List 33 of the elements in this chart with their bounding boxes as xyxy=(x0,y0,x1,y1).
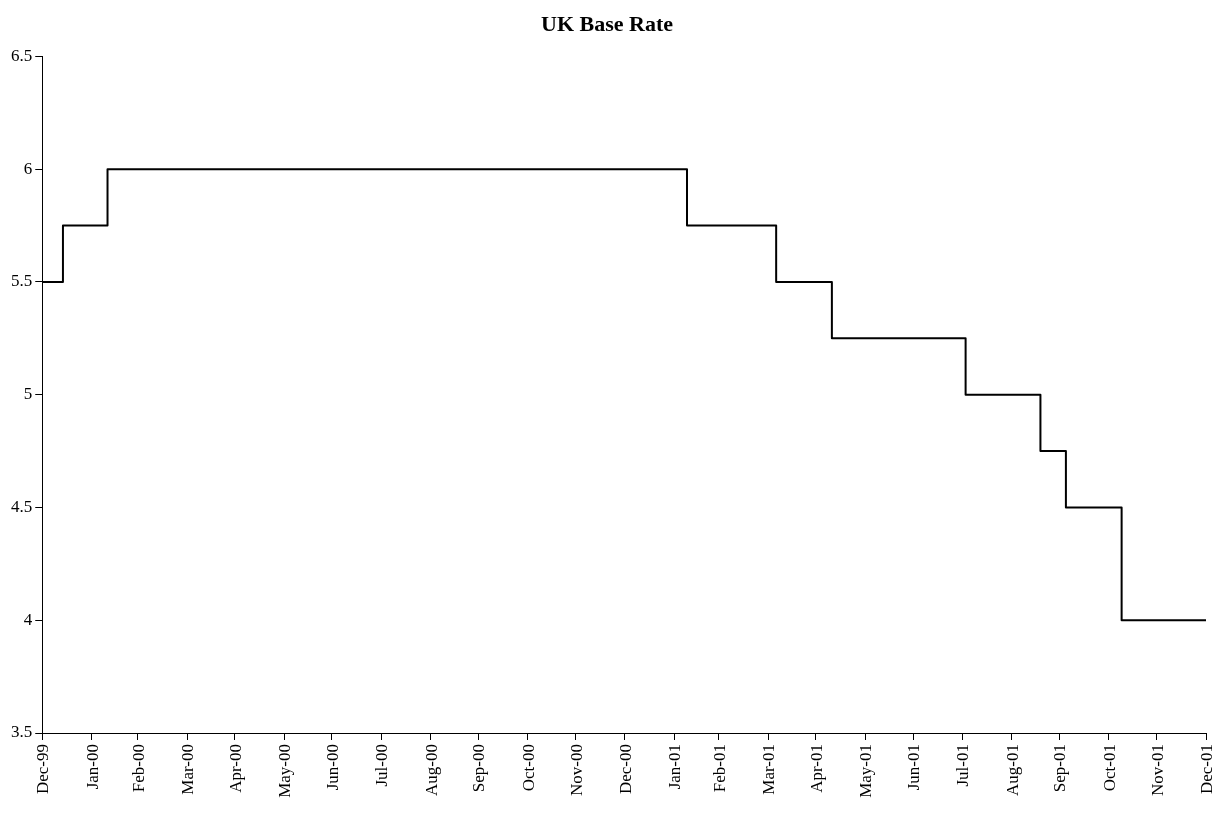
x-tick-label: Oct-01 xyxy=(1099,744,1119,792)
y-tick-label: 4.5 xyxy=(11,496,33,516)
x-tick-label: Mar-01 xyxy=(759,744,779,795)
y-tick-label: 5.5 xyxy=(11,271,33,291)
x-tick-label: Jan-01 xyxy=(665,744,685,790)
x-tick-label: Apr-00 xyxy=(225,744,245,793)
x-tick-label: May-00 xyxy=(275,744,295,798)
chart-title: UK Base Rate xyxy=(541,10,674,36)
x-tick-label: Feb-01 xyxy=(709,744,729,793)
x-tick-label: Jan-00 xyxy=(82,744,102,790)
x-tick-label: Jun-01 xyxy=(904,744,924,791)
y-tick-label: 5 xyxy=(23,384,33,404)
x-tick-label: Nov-01 xyxy=(1147,744,1167,796)
x-tick-label: Dec-00 xyxy=(615,744,635,795)
x-tick-label: Jul-01 xyxy=(953,744,973,787)
y-tick-label: 6 xyxy=(23,158,33,178)
x-tick-label: Feb-00 xyxy=(128,744,148,793)
x-tick-label: Aug-01 xyxy=(1002,744,1022,796)
x-tick-label: Sep-00 xyxy=(469,744,489,793)
y-tick-label: 6.5 xyxy=(11,45,33,65)
x-tick-label: Jun-00 xyxy=(322,744,342,791)
x-tick-label: Sep-01 xyxy=(1050,744,1070,793)
x-tick-label: Oct-00 xyxy=(518,744,538,792)
y-tick-label: 3.5 xyxy=(11,722,33,742)
y-tick-label: 4 xyxy=(23,609,33,629)
x-tick-label: Apr-01 xyxy=(806,744,826,793)
x-tick-label: Mar-00 xyxy=(178,744,198,795)
x-tick-label: Nov-00 xyxy=(566,744,586,796)
x-tick-label: Aug-00 xyxy=(421,744,441,796)
x-tick-label: Jul-00 xyxy=(372,744,392,787)
x-tick-label: May-01 xyxy=(856,744,876,798)
x-tick-label: Dec-01 xyxy=(1196,744,1216,795)
x-tick-label: Dec-99 xyxy=(33,744,53,795)
